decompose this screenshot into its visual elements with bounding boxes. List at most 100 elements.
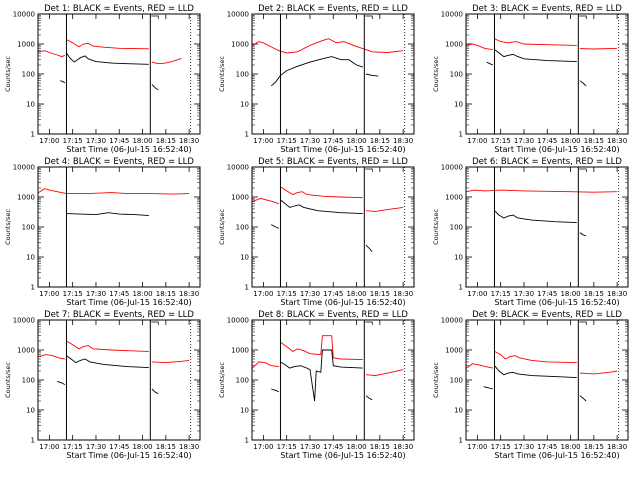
x-tick-label: 17:00 xyxy=(253,290,273,298)
y-tick-label: 10 xyxy=(240,254,249,262)
y-axis-label: Counts/sec xyxy=(4,362,12,398)
x-axis-label: Start Time (06-Jul-15 16:52:40) xyxy=(280,145,405,154)
marker-bracket xyxy=(579,15,587,19)
x-tick-label: 18:15 xyxy=(156,443,176,451)
y-tick-label: 100 xyxy=(22,224,35,232)
y-tick-label: 100 xyxy=(22,71,35,79)
x-tick-label: 17:00 xyxy=(253,443,273,451)
y-tick-label: 1 xyxy=(31,437,35,445)
y-tick-label: 100 xyxy=(236,377,249,385)
series-events-line xyxy=(60,80,66,84)
marker-bracket xyxy=(365,168,373,172)
x-tick-label: 17:30 xyxy=(86,443,106,451)
series-group xyxy=(38,188,190,217)
y-axis-label: Counts/sec xyxy=(218,209,226,245)
y-tick-label: 10000 xyxy=(441,11,463,19)
x-tick-label: 18:15 xyxy=(584,137,604,145)
y-tick-label: 1 xyxy=(245,437,249,445)
x-tick-label: 17:15 xyxy=(63,137,83,145)
panel-title: Det 1: BLACK = Events, RED = LLD xyxy=(44,4,194,14)
series-events-line xyxy=(57,380,66,385)
plot-frame xyxy=(251,319,415,441)
y-tick-label: 10 xyxy=(454,101,463,109)
panel-det-1: Det 1: BLACK = Events, RED = LLD Counts/s… xyxy=(4,4,201,154)
series-lld-line xyxy=(494,351,577,364)
x-tick-label: 18:15 xyxy=(584,443,604,451)
x-tick-label: 17:45 xyxy=(537,443,557,451)
y-axis-label: Counts/sec xyxy=(4,56,12,92)
y-tick-label: 10000 xyxy=(13,317,35,325)
x-tick-label: 17:15 xyxy=(277,443,297,451)
series-lld-line xyxy=(38,354,65,360)
x-tick-label: 18:00 xyxy=(346,443,366,451)
panel-title: Det 6: BLACK = Events, RED = LLD xyxy=(472,157,622,167)
series-lld-line xyxy=(280,335,363,361)
x-tick-label: 17:45 xyxy=(109,137,129,145)
x-tick-label: 17:30 xyxy=(300,137,320,145)
x-tick-label: 18:15 xyxy=(156,137,176,145)
y-tick-label: 1 xyxy=(31,284,35,292)
x-tick-label: 18:00 xyxy=(560,290,580,298)
x-axis-label: Start Time (06-Jul-15 16:52:40) xyxy=(66,298,191,307)
series-lld-line xyxy=(38,188,190,195)
series-events-line xyxy=(579,395,587,402)
series-lld-line xyxy=(252,361,279,369)
plot-frame xyxy=(37,13,201,135)
y-tick-label: 1000 xyxy=(17,41,35,49)
y-tick-label: 1000 xyxy=(17,194,35,202)
marker-bracket xyxy=(365,15,373,19)
panel-title: Det 2: BLACK = Events, RED = LLD xyxy=(258,4,408,14)
x-tick-label: 18:30 xyxy=(393,290,413,298)
y-tick-label: 1000 xyxy=(231,347,249,355)
x-tick-label: 17:30 xyxy=(514,137,534,145)
series-events-line xyxy=(271,388,280,393)
series-group xyxy=(252,335,404,402)
y-axis-label: Counts/sec xyxy=(4,209,12,245)
x-tick-label: 17:45 xyxy=(109,443,129,451)
series-events-line xyxy=(494,49,577,63)
series-lld-line xyxy=(66,39,149,50)
series-group xyxy=(38,340,190,395)
x-tick-label: 17:15 xyxy=(491,443,511,451)
series-events-line xyxy=(365,395,373,401)
x-tick-label: 18:00 xyxy=(132,137,152,145)
series-events-line xyxy=(280,199,363,215)
marker-bracket xyxy=(151,321,159,325)
marker-bracket xyxy=(365,321,373,325)
series-lld-line xyxy=(466,189,618,193)
series-events-line xyxy=(365,73,379,77)
x-tick-label: 17:45 xyxy=(109,290,129,298)
x-tick-label: 17:00 xyxy=(39,443,59,451)
y-axis-label: Counts/sec xyxy=(218,362,226,398)
series-events-line xyxy=(66,212,149,217)
x-tick-label: 18:00 xyxy=(346,290,366,298)
panel-det-4: Det 4: BLACK = Events, RED = LLD Counts/s… xyxy=(4,157,201,307)
x-tick-label: 18:15 xyxy=(370,137,390,145)
x-tick-label: 18:30 xyxy=(393,443,413,451)
y-tick-label: 100 xyxy=(236,224,249,232)
panel-title: Det 7: BLACK = Events, RED = LLD xyxy=(44,310,194,320)
x-tick-label: 18:30 xyxy=(179,290,199,298)
y-tick-label: 1000 xyxy=(445,347,463,355)
x-tick-label: 18:30 xyxy=(607,290,627,298)
x-tick-label: 17:00 xyxy=(467,290,487,298)
y-tick-label: 100 xyxy=(450,71,463,79)
x-tick-label: 18:30 xyxy=(179,137,199,145)
series-events-line xyxy=(494,210,577,224)
x-tick-label: 18:30 xyxy=(179,443,199,451)
x-tick-label: 18:00 xyxy=(560,137,580,145)
y-tick-label: 10 xyxy=(240,101,249,109)
y-axis-label: Counts/sec xyxy=(432,56,440,92)
series-events-line xyxy=(280,349,363,402)
y-tick-label: 1 xyxy=(459,437,463,445)
panel-det-3: Det 3: BLACK = Events, RED = LLD Counts/s… xyxy=(432,4,629,154)
series-lld-line xyxy=(252,197,280,205)
y-tick-label: 1000 xyxy=(445,194,463,202)
series-events-line xyxy=(483,386,494,390)
x-axis-label: Start Time (06-Jul-15 16:52:40) xyxy=(280,298,405,307)
series-events-line xyxy=(66,52,149,65)
panel-det-6: Det 6: BLACK = Events, RED = LLD Counts/s… xyxy=(432,157,629,307)
y-tick-label: 10 xyxy=(454,407,463,415)
x-tick-label: 17:15 xyxy=(277,137,297,145)
